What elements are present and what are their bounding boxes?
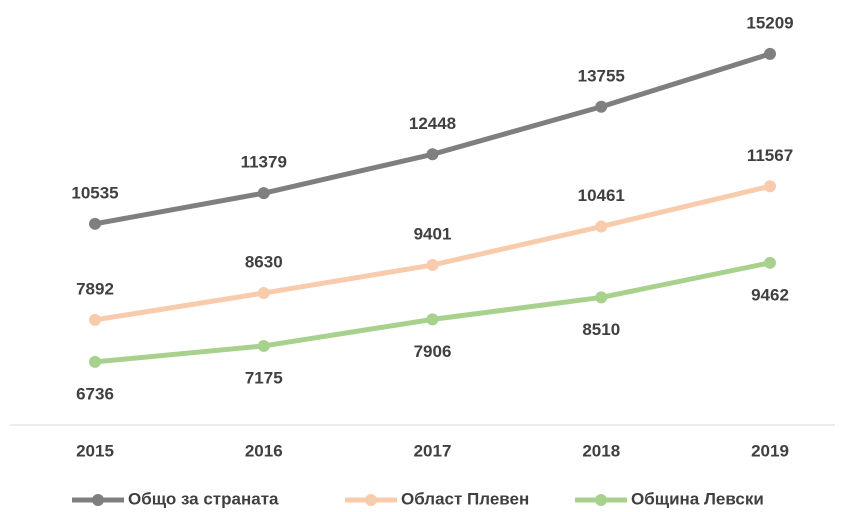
data-label: 11379 — [241, 153, 287, 172]
data-label: 8510 — [582, 320, 620, 339]
legend-marker — [595, 494, 607, 506]
point — [595, 220, 608, 233]
data-label: 11567 — [747, 146, 793, 165]
data-label: 10535 — [71, 183, 118, 202]
x-tick-label: 2015 — [76, 441, 114, 460]
point — [595, 291, 608, 304]
x-tick-label: 2016 — [245, 441, 283, 460]
point — [89, 313, 101, 326]
data-label: 7906 — [414, 342, 452, 361]
data-label: 8630 — [245, 253, 283, 272]
point — [426, 259, 439, 272]
x-tick-label: 2019 — [751, 441, 789, 460]
series-line — [92, 51, 773, 227]
point — [89, 217, 101, 230]
legend-label: Община Левски — [631, 489, 764, 508]
point — [257, 339, 270, 352]
data-label: 10461 — [578, 186, 625, 205]
legend-marker — [365, 494, 377, 506]
point — [257, 287, 270, 300]
data-label: 7892 — [76, 279, 114, 298]
x-tick-label: 2018 — [582, 441, 620, 460]
point — [764, 180, 776, 193]
data-label: 15209 — [746, 13, 793, 32]
data-label: 6736 — [76, 384, 114, 403]
data-label: 9462 — [751, 285, 789, 304]
point — [426, 313, 439, 326]
data-label: 9401 — [414, 225, 452, 244]
x-tick-label: 2017 — [414, 441, 452, 460]
point — [257, 187, 270, 200]
legend-marker — [92, 494, 104, 506]
data-label: 7175 — [245, 368, 283, 387]
point — [764, 256, 776, 269]
data-label: 12448 — [409, 114, 456, 133]
point — [426, 148, 439, 161]
point — [89, 355, 101, 368]
point — [595, 100, 608, 113]
data-label: 13755 — [578, 66, 625, 85]
point — [764, 47, 776, 60]
legend-label: Област Плевен — [401, 489, 529, 508]
legend-label: Общо за страната — [128, 489, 279, 508]
